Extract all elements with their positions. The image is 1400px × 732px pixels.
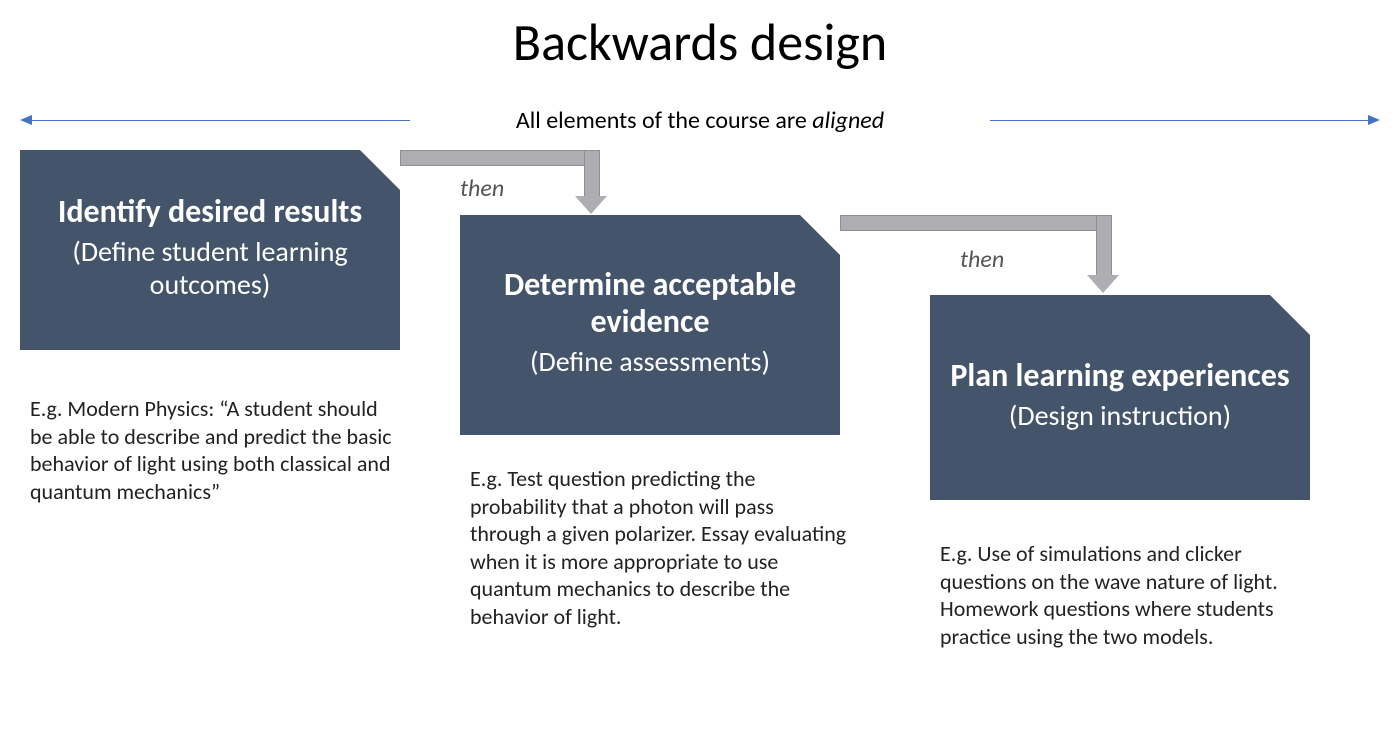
flow-arrow-1-horizontal [400,150,600,166]
step-paren: (Define assessments) [478,345,822,379]
box-notch [360,150,400,190]
step-box-acceptable-evidence: Determine acceptable evidence (Define as… [460,215,840,435]
step-example-identify-results: E.g. Modern Physics: “A student should b… [30,395,400,505]
step-paren: (Define student learning outcomes) [38,235,382,302]
box-notch [800,215,840,255]
box-notch [1270,295,1310,335]
flow-arrow-1-label: then [460,174,504,203]
step-box-plan-learning: Plan learning experiences (Design instru… [930,295,1310,500]
step-paren: (Design instruction) [948,399,1292,433]
flow-arrow-2-vertical [1096,215,1112,277]
flow-arrow-1-vertical [584,150,600,198]
flow-arrow-2-label: then [960,245,1004,274]
step-headline: Determine acceptable evidence [478,267,822,341]
flow-arrow-1-head-icon [575,196,607,214]
step-box-identify-results: Identify desired results (Define student… [20,150,400,350]
aligned-caption-prefix: All elements of the course are [516,106,812,135]
step-headline: Plan learning experiences [948,358,1292,395]
aligned-caption: All elements of the course are aligned [0,106,1400,135]
page-title: Backwards design [0,10,1400,74]
step-example-plan-learning: E.g. Use of simulations and clicker ques… [940,540,1320,650]
flow-arrow-2-head-icon [1087,275,1119,293]
step-example-acceptable-evidence: E.g. Test question predicting the probab… [470,465,850,630]
step-headline: Identify desired results [38,194,382,231]
aligned-caption-em: aligned [812,106,884,135]
flow-arrow-2-horizontal [840,215,1112,231]
